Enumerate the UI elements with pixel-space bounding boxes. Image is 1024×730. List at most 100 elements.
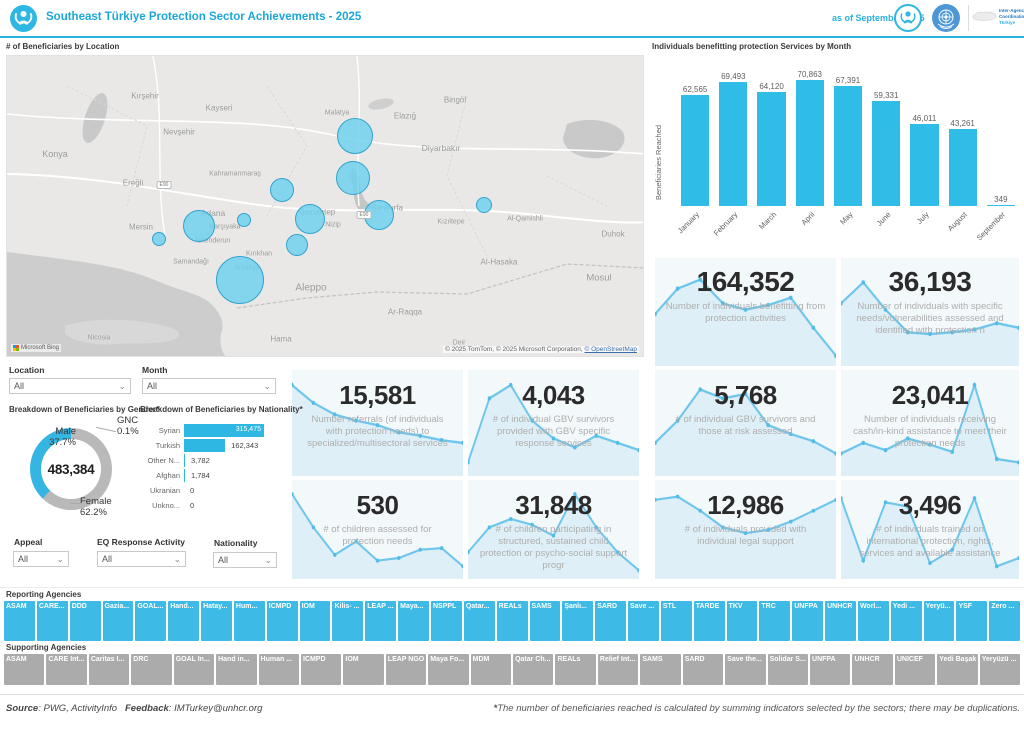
agency-chip[interactable]: REALs (555, 654, 596, 685)
agency-chip[interactable]: Kilis- ... (332, 601, 364, 641)
agency-chip[interactable]: SARD (595, 601, 627, 641)
agency-chip[interactable]: Şanlı... (562, 601, 594, 641)
map-bubble-kilis[interactable] (286, 234, 308, 256)
map-bubble-mardin[interactable] (476, 197, 492, 213)
agency-chip[interactable]: DDD (69, 601, 101, 641)
agency-chip[interactable]: Save ... (628, 601, 659, 641)
nationality-row[interactable]: Ukranian 0 (136, 483, 286, 498)
map-bubble-kahramanmaras[interactable] (270, 178, 294, 202)
bar-september[interactable] (986, 205, 1015, 206)
agency-chip[interactable]: Gazia... (102, 601, 134, 641)
agency-chip[interactable]: TRC (759, 601, 791, 641)
agency-chip[interactable]: GOAL In... (173, 654, 215, 685)
location-dropdown[interactable]: All ⌄ (9, 378, 131, 394)
bar-july[interactable] (910, 124, 939, 206)
agency-chip[interactable]: CARE Int... (46, 654, 87, 685)
bar-june[interactable] (872, 101, 901, 206)
agency-chip[interactable]: UNHCR (825, 601, 856, 641)
agency-chip[interactable]: MDM (470, 654, 512, 685)
nationality-row[interactable]: Unkno... 0 (136, 498, 286, 513)
nationality-bar[interactable]: 315,475 (184, 424, 264, 437)
agency-chip[interactable]: Maya Fo... (428, 654, 469, 685)
bar-value-label: 162,343 (231, 441, 259, 450)
eq-response-dropdown[interactable]: All ⌄ (97, 551, 186, 567)
agency-chip[interactable]: TARDE (693, 601, 725, 641)
nationality-row[interactable]: Other N... 3,782 (136, 453, 286, 468)
nationality-row[interactable]: Syrian 315,475 (136, 423, 286, 438)
agency-chip[interactable]: Relief Int... (597, 654, 639, 685)
agency-chip[interactable]: TKV (726, 601, 758, 641)
agency-chip[interactable]: LEAP ... (365, 601, 397, 641)
agency-chip[interactable]: IOM (343, 654, 384, 685)
agency-chip[interactable]: IOM (299, 601, 331, 641)
agency-chip[interactable]: Yeryü... (923, 601, 955, 641)
agency-chip[interactable]: NSPPL (430, 601, 462, 641)
appeal-dropdown[interactable]: All ⌄ (13, 551, 69, 567)
bar-february[interactable] (719, 82, 748, 206)
map-bubble-malatya[interactable] (337, 118, 373, 154)
bar-august[interactable] (948, 129, 977, 206)
agency-chip[interactable]: LEAP NGO (385, 654, 427, 685)
month-dropdown[interactable]: All ⌄ (142, 378, 276, 394)
agency-chip[interactable]: YSF (956, 601, 988, 641)
nationality-bar[interactable] (184, 454, 185, 467)
agency-chip[interactable]: STL (660, 601, 692, 641)
agency-chip[interactable]: UNICEF (894, 654, 936, 685)
agency-chip[interactable]: Yedi ... (890, 601, 922, 641)
map-city-label: Kayseri (205, 103, 233, 113)
map-city-label: Al-Qamishli (507, 215, 543, 223)
agency-chip[interactable]: ASAM (4, 654, 45, 685)
sparkline (655, 370, 836, 476)
agency-chip[interactable]: Hand in... (216, 654, 257, 685)
agency-chip[interactable]: UNFPA (792, 601, 824, 641)
bar-may[interactable] (833, 86, 863, 206)
gender-donut-chart[interactable]: 483,384 (30, 428, 112, 510)
protection-cluster-logo-icon (894, 4, 922, 32)
agency-chip[interactable]: DRC (131, 654, 172, 685)
kpi-label: # of individuals trained on internationa… (859, 524, 1001, 559)
agency-chip[interactable]: SARD (682, 654, 724, 685)
agency-chip[interactable]: Maya... (398, 601, 429, 641)
bar-march[interactable] (757, 92, 786, 206)
agency-chip[interactable]: ICMPD (266, 601, 298, 641)
agency-chip[interactable]: Caritas I... (88, 654, 130, 685)
agency-chip[interactable]: Solidar S... (767, 654, 809, 685)
agency-chip[interactable]: CARE... (36, 601, 68, 641)
agency-chip[interactable]: Worl... (857, 601, 889, 641)
openstreetmap-link[interactable]: © OpenStreetMap (584, 346, 637, 353)
agency-chip[interactable]: Hand... (168, 601, 200, 641)
map-bubble-adiyaman[interactable] (336, 161, 370, 195)
agency-chip[interactable]: ASAM (4, 601, 35, 641)
agency-chip[interactable]: SAMS (640, 654, 681, 685)
agency-chip[interactable]: REALs (496, 601, 528, 641)
agency-chip[interactable]: Hatay... (201, 601, 232, 641)
agency-chip[interactable]: Qatar Ch... (513, 654, 554, 685)
agency-chip[interactable]: GOAL... (135, 601, 167, 641)
map-bubble-hatay[interactable] (216, 256, 264, 304)
agency-chip[interactable]: UNFPA (810, 654, 851, 685)
nationality-bar[interactable] (184, 439, 226, 452)
agency-chip[interactable]: Zero ... (989, 601, 1021, 641)
map-bubble-osmaniye[interactable] (237, 213, 251, 227)
bar-april[interactable] (795, 80, 824, 206)
beneficiaries-map[interactable]: Kırşehir Kayseri Nevşehir Konya Ereğli Kahram… (6, 55, 644, 357)
map-bubble-adana[interactable] (183, 210, 215, 242)
agency-chip[interactable]: Save the... (725, 654, 766, 685)
map-bubble-mersin[interactable] (152, 232, 166, 246)
nationality-row[interactable]: Afghan 1,784 (136, 468, 286, 483)
bar-january[interactable] (680, 95, 710, 206)
agency-chip[interactable]: Human ... (258, 654, 299, 685)
agency-chip[interactable]: SAMS (529, 601, 561, 641)
nationality-bar[interactable] (184, 469, 185, 482)
map-bubble-gaziantep[interactable] (295, 204, 325, 234)
map-title: # of Beneficiaries by Location (6, 42, 120, 51)
agency-chip[interactable]: ICMPD (300, 654, 342, 685)
nationality-row[interactable]: Turkish 162,343 (136, 438, 286, 453)
nationality-dropdown[interactable]: All ⌄ (213, 552, 277, 568)
map-city-label: Mersin (128, 222, 154, 232)
agency-chip[interactable]: Hum... (233, 601, 265, 641)
agency-chip[interactable]: Qatar... (463, 601, 495, 641)
agency-chip[interactable]: UNHCR (852, 654, 893, 685)
agency-chip[interactable]: Yedi Başak (937, 654, 978, 685)
agency-chip[interactable]: Yeryüzü ... (979, 654, 1021, 685)
